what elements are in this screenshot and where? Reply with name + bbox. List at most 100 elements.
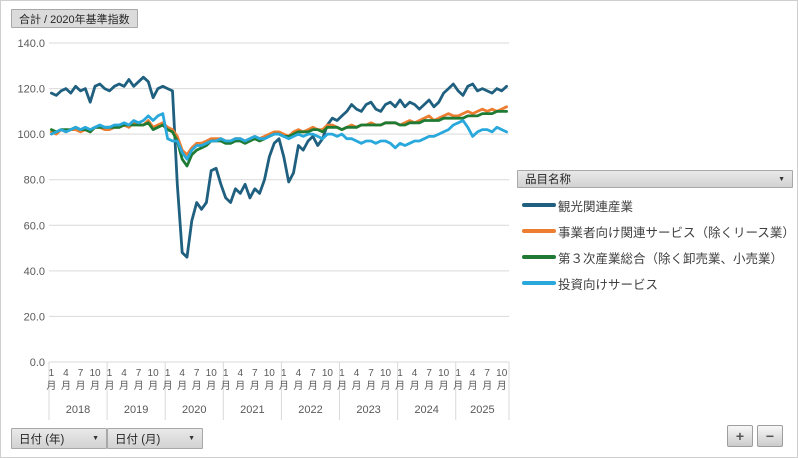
x-axis-month-suffix: 月	[453, 380, 463, 392]
x-axis-month-number: 10	[148, 368, 160, 379]
x-axis-month-number: 10	[206, 368, 218, 379]
legend-item-1: 事業者向け関連サービス（除くリース業）	[522, 218, 795, 244]
x-axis-month-suffix: 月	[163, 380, 173, 392]
chevron-down-icon: ▼	[92, 435, 99, 442]
x-axis-month-suffix: 月	[366, 380, 376, 392]
x-axis-month-suffix: 月	[351, 380, 361, 392]
legend-series-label: 事業者向け関連サービス（除くリース業）	[558, 225, 795, 240]
x-axis-month-suffix: 月	[279, 380, 289, 392]
x-axis-month-number: 1	[107, 368, 113, 379]
expand-field-button[interactable]: +	[727, 425, 753, 447]
x-axis-month-number: 7	[484, 368, 490, 379]
x-axis-month-suffix: 月	[192, 380, 202, 392]
x-axis-month-suffix: 月	[381, 380, 391, 392]
y-axis-tick-label: 80.0	[24, 175, 45, 187]
x-axis-month-number: 7	[310, 368, 316, 379]
x-axis-month-suffix: 月	[221, 380, 231, 392]
y-axis-tick-label: 120.0	[17, 84, 45, 96]
x-axis-month-suffix: 月	[468, 380, 478, 392]
x-axis-month-number: 7	[252, 368, 258, 379]
x-axis-month-number: 7	[136, 368, 142, 379]
x-axis-month-number: 4	[179, 368, 185, 379]
x-axis-month-suffix: 月	[235, 380, 245, 392]
y-axis-tick-label: 140.0	[17, 38, 45, 50]
x-axis-month-suffix: 月	[424, 380, 434, 392]
x-axis-year-label: 2024	[414, 404, 438, 416]
x-axis-month-suffix: 月	[482, 380, 492, 392]
x-axis-month-suffix: 月	[148, 380, 158, 392]
x-axis-month-number: 10	[380, 368, 392, 379]
x-axis-month-number: 1	[281, 368, 287, 379]
x-axis-month-suffix: 月	[177, 380, 187, 392]
legend-line-swatch	[522, 255, 556, 259]
legend-field-label: 品目名称	[525, 174, 571, 186]
x-axis-month-suffix: 月	[90, 380, 100, 392]
x-axis-month-number: 4	[354, 368, 360, 379]
x-axis-month-number: 10	[264, 368, 276, 379]
x-axis-month-suffix: 月	[134, 380, 144, 392]
legend: 観光関連産業事業者向け関連サービス（除くリース業） 第３次産業総合（除く卸売業、小…	[522, 192, 795, 296]
x-axis-month-suffix: 月	[308, 380, 318, 392]
x-axis-year-label: 2020	[182, 404, 206, 416]
legend-item-2: 第３次産業総合（除く卸売業、小売業）	[522, 244, 795, 270]
x-axis-month-suffix: 月	[293, 380, 303, 392]
x-axis-month-suffix: 月	[264, 380, 274, 392]
x-axis-month-number: 1	[223, 368, 229, 379]
x-axis-month-suffix: 月	[395, 380, 405, 392]
series-line-0	[50, 75, 509, 259]
x-axis-month-suffix: 月	[439, 380, 449, 392]
y-axis-tick-label: 20.0	[24, 311, 45, 323]
x-axis-month-number: 4	[296, 368, 302, 379]
y-axis-tick-label: 100.0	[17, 129, 45, 141]
legend-series-label: 投資向けサービス	[558, 277, 659, 292]
date-month-field-label: 日付 (月)	[115, 433, 161, 446]
x-axis-month-number: 10	[438, 368, 450, 379]
chevron-down-icon: ▼	[778, 175, 785, 183]
x-axis-month-number: 1	[49, 368, 55, 379]
y-axis-tick-label: 40.0	[24, 266, 45, 278]
x-axis-month-number: 7	[78, 368, 84, 379]
chevron-down-icon: ▼	[188, 435, 195, 442]
x-axis-month-suffix: 月	[61, 380, 71, 392]
x-axis-month-suffix: 月	[410, 380, 420, 392]
legend-field-button[interactable]: 品目名称 ▼	[517, 170, 793, 188]
x-axis-month-number: 1	[455, 368, 461, 379]
x-axis-year-label: 2019	[124, 404, 148, 416]
legend-line-swatch	[522, 281, 556, 285]
legend-line-swatch	[522, 203, 556, 207]
x-axis-month-suffix: 月	[322, 380, 332, 392]
x-axis-month-number: 10	[89, 368, 101, 379]
drill-buttons: + −	[727, 425, 783, 447]
x-axis-month-suffix: 月	[105, 380, 115, 392]
series-line-3	[50, 112, 509, 161]
y-axis-tick-label: 0.0	[30, 357, 45, 369]
x-axis-month-number: 1	[165, 368, 171, 379]
x-axis-year-label: 2022	[298, 404, 322, 416]
x-axis-month-suffix: 月	[75, 380, 85, 392]
x-axis-month-suffix: 月	[337, 380, 347, 392]
x-axis-month-number: 4	[470, 368, 476, 379]
x-axis-year-label: 2023	[356, 404, 380, 416]
x-axis-month-number: 4	[412, 368, 418, 379]
x-axis-month-number: 1	[397, 368, 403, 379]
date-year-field-label: 日付 (年)	[19, 433, 65, 446]
series-line-1	[50, 105, 509, 157]
value-field-button[interactable]: 合計 / 2020年基準指数	[11, 9, 138, 28]
chart-plot-area: 0.020.040.060.080.0100.0120.0140.01月4月7月…	[17, 38, 510, 420]
x-axis-month-number: 7	[368, 368, 374, 379]
x-axis-month-suffix: 月	[497, 380, 507, 392]
collapse-field-button[interactable]: −	[757, 425, 783, 447]
legend-item-0: 観光関連産業	[522, 192, 795, 218]
x-axis-year-label: 2021	[240, 404, 264, 416]
date-year-field-button[interactable]: 日付 (年) ▼	[11, 428, 107, 449]
x-axis-month-number: 7	[194, 368, 200, 379]
legend-line-swatch	[522, 229, 556, 233]
y-axis-tick-label: 60.0	[24, 220, 45, 232]
x-axis-year-label: 2018	[66, 404, 90, 416]
x-axis-month-number: 10	[322, 368, 334, 379]
date-month-field-button[interactable]: 日付 (月) ▼	[107, 428, 203, 449]
x-axis-month-suffix: 月	[206, 380, 216, 392]
x-axis-month-suffix: 月	[119, 380, 129, 392]
legend-series-label: 観光関連産業	[558, 199, 634, 214]
